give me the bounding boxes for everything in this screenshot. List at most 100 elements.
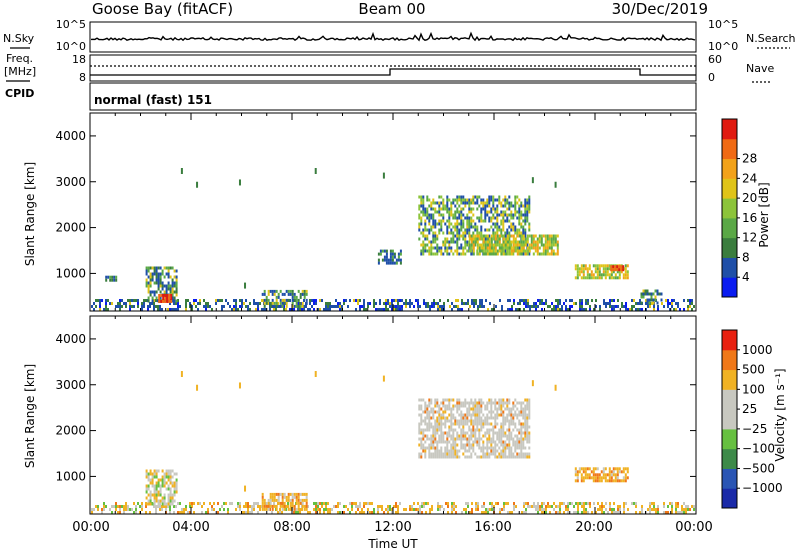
data-cell bbox=[115, 505, 117, 508]
data-cell bbox=[456, 452, 459, 456]
data-cell bbox=[524, 428, 527, 432]
data-cell bbox=[158, 294, 161, 297]
data-cell bbox=[385, 302, 387, 305]
data-cell bbox=[436, 398, 439, 402]
data-cell bbox=[442, 219, 445, 223]
data-cell bbox=[389, 302, 391, 305]
data-cell bbox=[528, 222, 531, 226]
data-cell bbox=[480, 449, 483, 453]
data-cell bbox=[327, 308, 329, 311]
data-cell bbox=[526, 210, 529, 214]
data-cell bbox=[588, 273, 591, 277]
colorbar-segment bbox=[722, 409, 737, 430]
data-cell bbox=[420, 249, 423, 253]
data-cell bbox=[480, 401, 483, 405]
data-cell bbox=[608, 264, 611, 268]
data-cell bbox=[465, 511, 467, 514]
data-cell bbox=[448, 407, 451, 411]
data-cell bbox=[468, 204, 471, 208]
data-cell bbox=[486, 240, 489, 244]
data-cell bbox=[468, 201, 471, 205]
data-cell bbox=[504, 249, 507, 253]
data-cell bbox=[452, 225, 455, 229]
data-cell bbox=[426, 422, 429, 426]
data-cell bbox=[385, 299, 387, 302]
data-cell bbox=[600, 476, 603, 480]
data-cell bbox=[523, 511, 525, 514]
data-cell bbox=[510, 243, 513, 247]
data-cell bbox=[486, 204, 489, 208]
data-cell bbox=[247, 505, 249, 508]
data-cell bbox=[693, 305, 695, 308]
data-cell bbox=[537, 505, 539, 508]
data-cell bbox=[450, 237, 453, 241]
data-cell bbox=[524, 249, 527, 253]
colorbar-segment bbox=[722, 468, 737, 489]
data-cell bbox=[105, 505, 107, 508]
data-cell bbox=[573, 505, 575, 508]
data-cell bbox=[481, 299, 483, 302]
data-cell bbox=[671, 302, 673, 305]
data-cell bbox=[508, 219, 511, 223]
data-cell bbox=[164, 297, 167, 300]
data-cell bbox=[305, 301, 308, 305]
data-cell bbox=[420, 201, 423, 205]
cpid-frame bbox=[89, 82, 697, 111]
data-cell bbox=[657, 505, 659, 508]
data-cell bbox=[589, 505, 591, 508]
data-cell bbox=[506, 198, 509, 202]
data-cell bbox=[167, 496, 170, 500]
data-cell bbox=[512, 240, 515, 244]
data-cell bbox=[439, 308, 441, 311]
data-cell bbox=[422, 240, 425, 244]
data-cell bbox=[490, 243, 493, 247]
data-cell bbox=[631, 299, 633, 302]
data-cell bbox=[420, 216, 423, 220]
data-cell bbox=[521, 511, 523, 514]
data-cell bbox=[455, 505, 457, 508]
data-cell bbox=[626, 273, 629, 277]
data-cell bbox=[289, 504, 292, 508]
data-cell bbox=[604, 467, 607, 471]
data-cell bbox=[608, 267, 611, 271]
data-cell bbox=[155, 508, 157, 511]
data-cell bbox=[490, 219, 493, 223]
data-cell bbox=[474, 243, 477, 247]
data-cell bbox=[269, 508, 271, 511]
data-cell bbox=[305, 495, 308, 499]
data-cell bbox=[293, 504, 296, 508]
data-cell bbox=[518, 222, 521, 226]
colorbar-tick-label: 4 bbox=[742, 270, 750, 284]
data-cell bbox=[442, 216, 445, 220]
data-cell bbox=[622, 479, 625, 483]
data-cell bbox=[448, 225, 451, 229]
data-cell bbox=[444, 407, 447, 411]
data-cell bbox=[583, 511, 585, 514]
data-cell bbox=[213, 508, 215, 511]
data-cell bbox=[161, 284, 164, 288]
data-cell bbox=[480, 234, 483, 238]
data-cell bbox=[500, 425, 503, 429]
data-cell bbox=[426, 234, 429, 238]
data-cell bbox=[440, 425, 443, 429]
data-cell bbox=[504, 246, 507, 250]
data-cell bbox=[185, 305, 187, 308]
data-cell bbox=[141, 505, 143, 508]
data-cell bbox=[127, 508, 129, 511]
data-cell bbox=[675, 508, 677, 511]
data-cell bbox=[480, 201, 483, 205]
data-cell bbox=[587, 299, 589, 302]
data-cell bbox=[137, 299, 139, 302]
data-cell bbox=[430, 201, 433, 205]
data-cell bbox=[506, 437, 509, 441]
data-cell bbox=[518, 431, 521, 435]
data-cell bbox=[269, 504, 272, 508]
data-cell bbox=[472, 252, 475, 256]
data-cell bbox=[520, 246, 523, 250]
data-cell bbox=[624, 273, 627, 277]
data-cell bbox=[275, 507, 278, 511]
data-cell bbox=[295, 501, 298, 505]
data-cell bbox=[530, 234, 533, 238]
data-cell bbox=[107, 275, 110, 279]
data-cell bbox=[611, 308, 613, 311]
